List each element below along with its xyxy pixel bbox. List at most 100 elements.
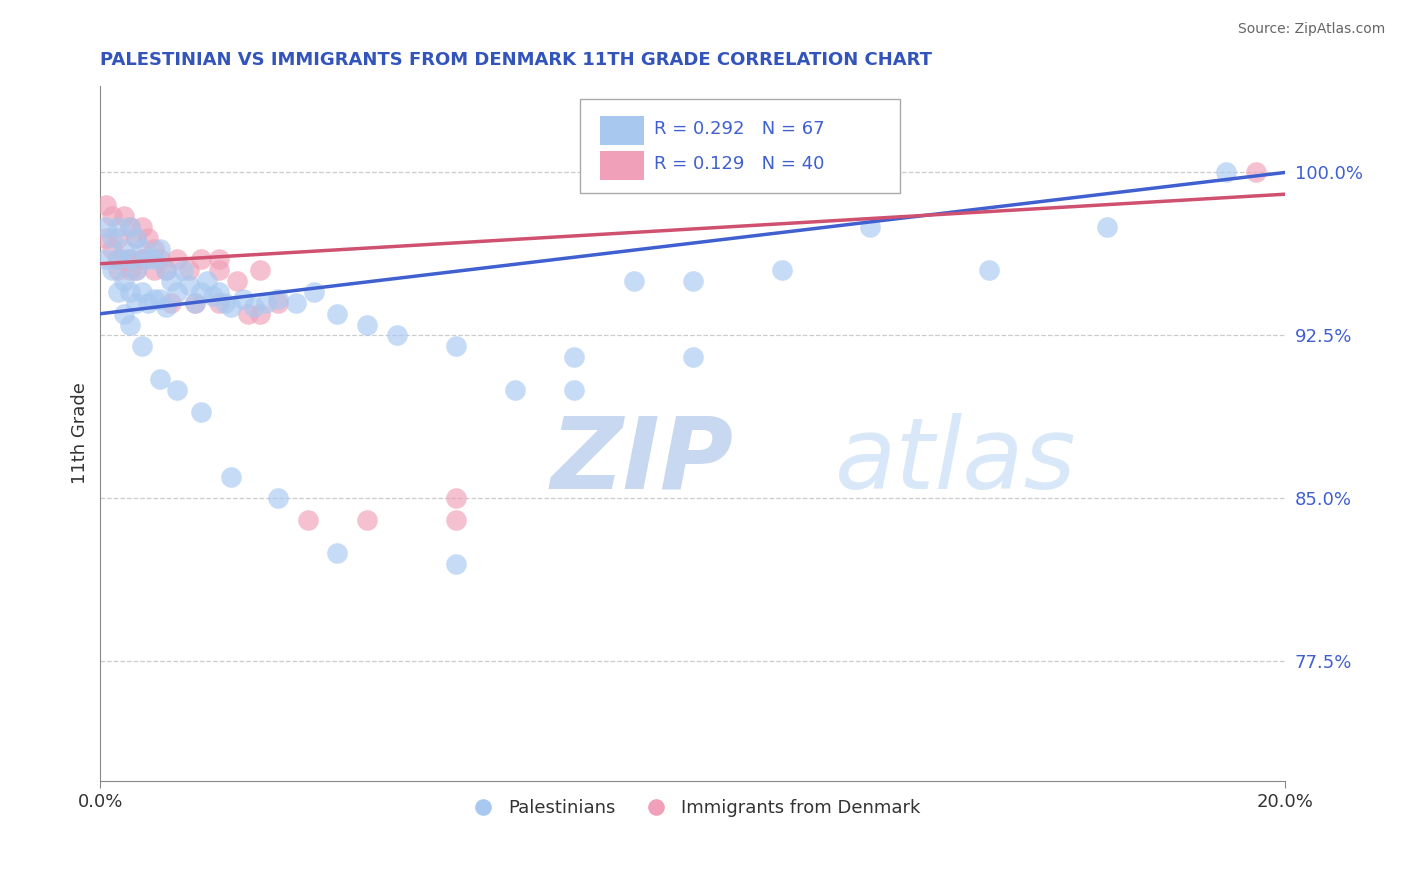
- Text: R = 0.129   N = 40: R = 0.129 N = 40: [654, 155, 824, 173]
- Point: [444, 513, 467, 527]
- Point: [444, 339, 467, 353]
- Point: [101, 263, 124, 277]
- Point: [125, 230, 148, 244]
- Point: [136, 252, 159, 267]
- Point: [184, 296, 207, 310]
- Point: [142, 242, 165, 256]
- Point: [1244, 165, 1267, 179]
- Point: [112, 274, 135, 288]
- Point: [859, 219, 882, 234]
- Point: [118, 318, 141, 332]
- Point: [107, 285, 129, 299]
- Point: [208, 285, 231, 299]
- Point: [118, 219, 141, 234]
- Point: [208, 296, 231, 310]
- Point: [112, 307, 135, 321]
- Point: [184, 296, 207, 310]
- Point: [160, 296, 183, 310]
- Point: [131, 252, 153, 267]
- Point: [112, 242, 135, 256]
- Point: [770, 263, 793, 277]
- Point: [503, 383, 526, 397]
- Point: [160, 274, 183, 288]
- FancyBboxPatch shape: [581, 99, 900, 194]
- Point: [267, 491, 290, 506]
- Point: [149, 292, 172, 306]
- Point: [155, 300, 177, 314]
- Point: [125, 230, 148, 244]
- Point: [118, 263, 141, 277]
- Point: [96, 219, 118, 234]
- Point: [166, 383, 188, 397]
- Point: [201, 289, 224, 303]
- Point: [249, 263, 271, 277]
- Point: [131, 252, 153, 267]
- Point: [208, 263, 231, 277]
- Point: [267, 292, 290, 306]
- Point: [131, 285, 153, 299]
- Point: [179, 263, 201, 277]
- Point: [179, 278, 201, 293]
- Point: [302, 285, 325, 299]
- Text: atlas: atlas: [835, 413, 1077, 509]
- Point: [326, 307, 349, 321]
- Point: [149, 252, 172, 267]
- Point: [977, 263, 1000, 277]
- Point: [96, 198, 118, 212]
- Text: Source: ZipAtlas.com: Source: ZipAtlas.com: [1237, 22, 1385, 37]
- Point: [101, 230, 124, 244]
- Point: [166, 252, 188, 267]
- Point: [297, 513, 319, 527]
- Point: [96, 252, 118, 267]
- Point: [208, 252, 231, 267]
- Point: [225, 274, 247, 288]
- Point: [1215, 165, 1237, 179]
- Point: [112, 209, 135, 223]
- Point: [243, 300, 266, 314]
- Point: [112, 252, 135, 267]
- Point: [118, 252, 141, 267]
- Point: [444, 557, 467, 571]
- Point: [125, 263, 148, 277]
- Point: [107, 252, 129, 267]
- Point: [155, 263, 177, 277]
- Point: [101, 209, 124, 223]
- Point: [444, 491, 467, 506]
- Point: [214, 296, 236, 310]
- Point: [190, 252, 212, 267]
- Point: [190, 285, 212, 299]
- Point: [219, 469, 242, 483]
- Point: [142, 292, 165, 306]
- Point: [142, 252, 165, 267]
- Point: [107, 230, 129, 244]
- Point: [238, 307, 260, 321]
- Point: [284, 296, 307, 310]
- Point: [155, 263, 177, 277]
- Text: R = 0.292   N = 67: R = 0.292 N = 67: [654, 120, 824, 138]
- Point: [623, 274, 645, 288]
- Text: PALESTINIAN VS IMMIGRANTS FROM DENMARK 11TH GRADE CORRELATION CHART: PALESTINIAN VS IMMIGRANTS FROM DENMARK 1…: [100, 51, 932, 69]
- Point: [356, 513, 378, 527]
- Point: [249, 307, 271, 321]
- Point: [562, 383, 585, 397]
- Point: [125, 263, 148, 277]
- Text: ZIP: ZIP: [551, 413, 734, 509]
- Y-axis label: 11th Grade: 11th Grade: [72, 383, 89, 484]
- Point: [326, 546, 349, 560]
- Point: [682, 274, 704, 288]
- Point: [101, 242, 124, 256]
- Point: [254, 296, 277, 310]
- Point: [96, 230, 118, 244]
- Point: [142, 263, 165, 277]
- Point: [267, 296, 290, 310]
- Point: [231, 292, 253, 306]
- Point: [190, 404, 212, 418]
- Point: [1097, 219, 1119, 234]
- Point: [118, 252, 141, 267]
- Legend: Palestinians, Immigrants from Denmark: Palestinians, Immigrants from Denmark: [458, 792, 928, 824]
- FancyBboxPatch shape: [600, 151, 644, 180]
- Point: [195, 274, 218, 288]
- Point: [107, 263, 129, 277]
- Point: [107, 219, 129, 234]
- Point: [385, 328, 408, 343]
